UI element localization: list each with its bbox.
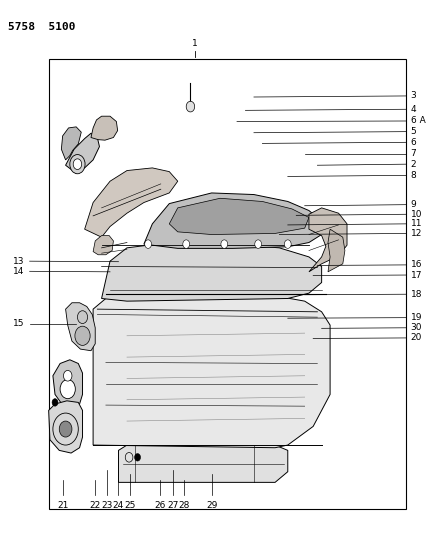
Polygon shape xyxy=(328,229,345,272)
Text: 13: 13 xyxy=(13,257,24,265)
Text: 5: 5 xyxy=(410,127,416,136)
Polygon shape xyxy=(119,445,288,482)
Circle shape xyxy=(52,399,58,406)
Polygon shape xyxy=(61,127,81,160)
Text: 7: 7 xyxy=(410,149,416,158)
Circle shape xyxy=(70,155,85,174)
Polygon shape xyxy=(65,303,95,351)
Text: 23: 23 xyxy=(101,501,112,510)
Circle shape xyxy=(221,240,228,248)
Text: 28: 28 xyxy=(178,501,190,510)
Circle shape xyxy=(60,379,75,399)
Text: 30: 30 xyxy=(410,324,422,332)
Text: 11: 11 xyxy=(410,220,422,228)
Circle shape xyxy=(75,326,90,345)
Text: 20: 20 xyxy=(410,334,422,342)
Text: 27: 27 xyxy=(167,501,178,510)
Circle shape xyxy=(134,454,140,461)
Polygon shape xyxy=(49,401,83,453)
Text: 24: 24 xyxy=(112,501,123,510)
Polygon shape xyxy=(53,360,83,408)
Text: 25: 25 xyxy=(125,501,136,510)
Circle shape xyxy=(145,240,152,248)
Text: 26: 26 xyxy=(154,501,166,510)
Text: 5758  5100: 5758 5100 xyxy=(9,22,76,33)
Text: 8: 8 xyxy=(410,171,416,180)
Polygon shape xyxy=(101,243,321,301)
Text: 18: 18 xyxy=(410,290,422,298)
Polygon shape xyxy=(309,208,347,272)
Circle shape xyxy=(284,240,291,248)
Text: 2: 2 xyxy=(410,160,416,168)
Text: 4: 4 xyxy=(410,105,416,114)
Text: 15: 15 xyxy=(13,319,24,328)
Polygon shape xyxy=(144,193,321,248)
Circle shape xyxy=(63,370,72,381)
Bar xyxy=(49,59,406,509)
Polygon shape xyxy=(65,133,99,173)
Text: 14: 14 xyxy=(13,267,24,276)
Circle shape xyxy=(186,101,195,112)
Polygon shape xyxy=(93,293,330,448)
Polygon shape xyxy=(188,104,193,108)
Polygon shape xyxy=(85,168,178,237)
Circle shape xyxy=(255,240,262,248)
Text: 10: 10 xyxy=(410,210,422,219)
Text: 6 A: 6 A xyxy=(410,117,425,125)
Text: 29: 29 xyxy=(206,501,217,510)
Text: 21: 21 xyxy=(57,501,68,510)
Circle shape xyxy=(73,159,82,169)
Text: 12: 12 xyxy=(410,229,422,238)
Circle shape xyxy=(59,421,72,437)
Text: 6: 6 xyxy=(410,138,416,147)
Text: 16: 16 xyxy=(410,261,422,269)
Polygon shape xyxy=(93,236,113,255)
Text: 17: 17 xyxy=(410,271,422,279)
Text: 9: 9 xyxy=(410,200,416,209)
Text: 1: 1 xyxy=(192,39,198,48)
Text: 3: 3 xyxy=(410,92,416,100)
Polygon shape xyxy=(169,198,309,235)
Circle shape xyxy=(77,311,88,324)
Text: 19: 19 xyxy=(410,313,422,322)
Circle shape xyxy=(183,240,190,248)
Text: 22: 22 xyxy=(89,501,101,510)
Polygon shape xyxy=(91,116,118,140)
